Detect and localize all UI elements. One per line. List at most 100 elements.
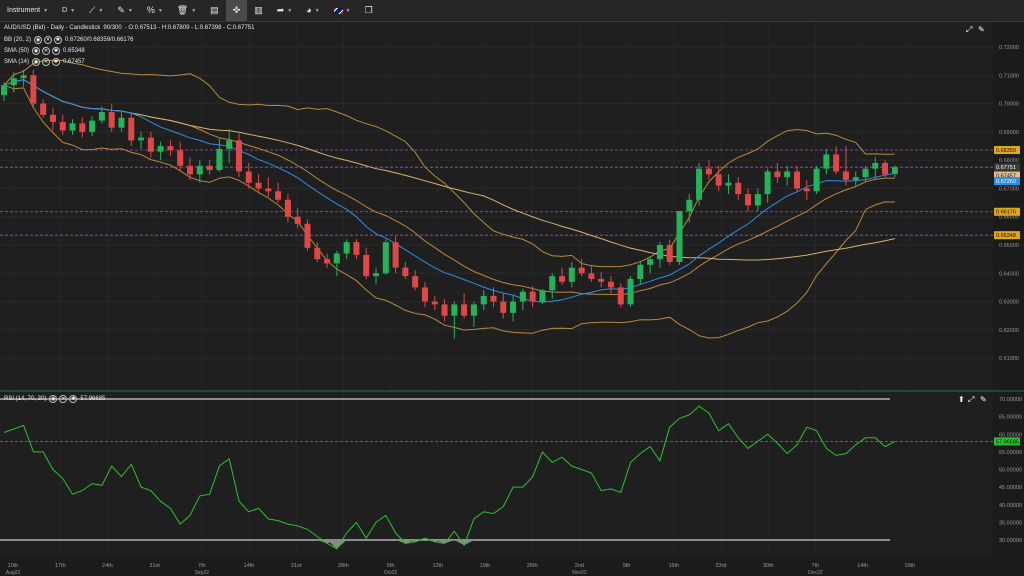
candle-body [196, 165, 203, 175]
eye-icon[interactable]: ◉ [32, 47, 41, 55]
candle-body [510, 301, 517, 313]
close-icon[interactable]: ✕ [59, 395, 68, 403]
layout-button[interactable]: ▤ [203, 0, 226, 21]
candle-body [118, 117, 125, 128]
eye-icon[interactable]: ◉ [32, 58, 41, 66]
rsi-tick-label: 30.00000 [999, 538, 1022, 544]
close-icon[interactable]: ✕ [42, 58, 51, 66]
candle-body [167, 146, 174, 151]
candle-body [363, 254, 370, 277]
theme-button[interactable]: ◕ ▼ [299, 0, 326, 21]
indicator-icon: % [146, 5, 155, 15]
price-tick-label: 0.62000 [999, 328, 1019, 334]
candle-body [803, 188, 810, 192]
price-tick-label: 0.65000 [999, 243, 1019, 249]
crosshair-button[interactable]: ✜ [225, 0, 248, 21]
expand-icon[interactable]: ⤢ [966, 25, 973, 34]
instrument-dropdown[interactable]: Instrument ▼ [0, 0, 55, 21]
candle-body [891, 167, 898, 174]
date-label: 12th [432, 563, 443, 569]
candle-body [666, 245, 673, 262]
drawing-tools-button[interactable]: ✎ ▼ [110, 0, 140, 21]
candle-body [157, 146, 164, 152]
eye-icon[interactable]: ◉ [34, 36, 43, 44]
uk-flag-icon [333, 7, 343, 14]
price-tick-label: 0.63000 [999, 300, 1019, 306]
legend-sma50: SMA (50) ◉ ✕ ✱ 0.65348 [4, 47, 85, 55]
rsi-tick-label: 65.00000 [999, 415, 1022, 421]
grid [0, 22, 993, 556]
gear-icon[interactable]: ✱ [52, 58, 61, 66]
candle-body [568, 267, 575, 282]
price-tag-label: 0.65348 [996, 233, 1016, 239]
price-tick-label: 0.64000 [999, 271, 1019, 277]
candle-body [284, 199, 291, 217]
rsi-line [3, 405, 896, 550]
candle-body [490, 295, 497, 302]
rsi-tick-label: 45.00000 [999, 485, 1022, 491]
bb-lower-line [3, 84, 895, 339]
date-label: 2nd [575, 563, 584, 569]
candle-body [314, 247, 321, 260]
rsi-tick-label: 55.00000 [999, 450, 1022, 456]
legend-rsi-value: 57.96685 [80, 396, 106, 402]
bar-chart-button[interactable]: ▥ [247, 0, 270, 21]
delete-button[interactable]: 🗑︎ ▼ [170, 0, 203, 21]
candle-body [382, 242, 389, 274]
candle-body [49, 114, 56, 122]
candle-body [656, 245, 663, 260]
price-tick-label: 0.66000 [999, 215, 1019, 221]
rsi-oversold-fill [327, 540, 347, 549]
legend-bb: BB (20, 2) ◉ ✕ ✱ 0.67260/0.68359/0.66176 [4, 36, 133, 44]
candle-body [784, 171, 791, 178]
gear-icon[interactable]: ✱ [54, 36, 63, 44]
chart-area[interactable]: 0.72000 0.71000 0.70000 0.69000 0.68000 0.670… [0, 22, 1024, 576]
gear-icon[interactable]: ✱ [52, 47, 61, 55]
legend-sma50-name: SMA (50) [4, 48, 30, 54]
date-sublabel: Aug22 [6, 570, 21, 576]
date-label: 21st [291, 563, 302, 569]
chevron-down-icon: ▼ [70, 7, 76, 14]
candle-body [559, 276, 566, 282]
candle-body [686, 199, 693, 212]
candle-body [676, 211, 683, 262]
gear-icon[interactable]: ✱ [69, 395, 78, 403]
share-button[interactable]: ➦ ▼ [270, 0, 300, 21]
close-icon[interactable]: ✕ [44, 36, 53, 44]
chart-type-button[interactable]: ⟋ ▼ [82, 0, 110, 21]
candle-body [226, 140, 233, 149]
chevron-down-icon: ▼ [191, 7, 197, 14]
candle-body [392, 242, 399, 268]
chart-ohlc: - O:0.67513 - H:0.67809 - L:0.67398 - C:… [124, 25, 255, 31]
date-label: 24th [102, 563, 113, 569]
expand-icon[interactable]: ⤢ [968, 395, 975, 404]
move-up-icon[interactable]: ⬆ [958, 395, 965, 404]
popout-button[interactable]: ❐ [358, 0, 380, 21]
candle-body [59, 121, 66, 131]
legend-sma14-name: SMA (14) [4, 59, 30, 65]
rsi-tick-label: 70.00000 [999, 397, 1022, 403]
close-icon[interactable]: ✕ [42, 47, 51, 55]
timeframe-dropdown[interactable]: D ▼ [55, 0, 82, 21]
indicators-button[interactable]: % ▼ [140, 0, 170, 21]
chevron-down-icon: ▼ [98, 7, 104, 14]
date-label: 17th [55, 563, 66, 569]
candle-body [147, 137, 154, 152]
chevron-down-icon: ▼ [157, 7, 163, 14]
price-axis-background [993, 22, 1024, 576]
candle-body [343, 242, 350, 254]
eye-icon[interactable]: ◉ [49, 395, 58, 403]
candle-body [187, 165, 194, 175]
candle-body [69, 123, 76, 131]
settings-icon[interactable]: ✎ [980, 395, 987, 404]
pencil-icon: ✎ [117, 5, 125, 15]
date-sublabel: Nov22 [572, 570, 587, 576]
price-tag [994, 177, 1020, 186]
language-button[interactable]: ▼ [327, 0, 358, 21]
candle-body [441, 304, 448, 316]
candle-body [607, 281, 614, 288]
palette-icon: ◕ [306, 5, 312, 15]
settings-icon[interactable]: ✎ [978, 25, 985, 34]
candle-body [431, 301, 438, 305]
date-label: 5th [387, 563, 395, 569]
